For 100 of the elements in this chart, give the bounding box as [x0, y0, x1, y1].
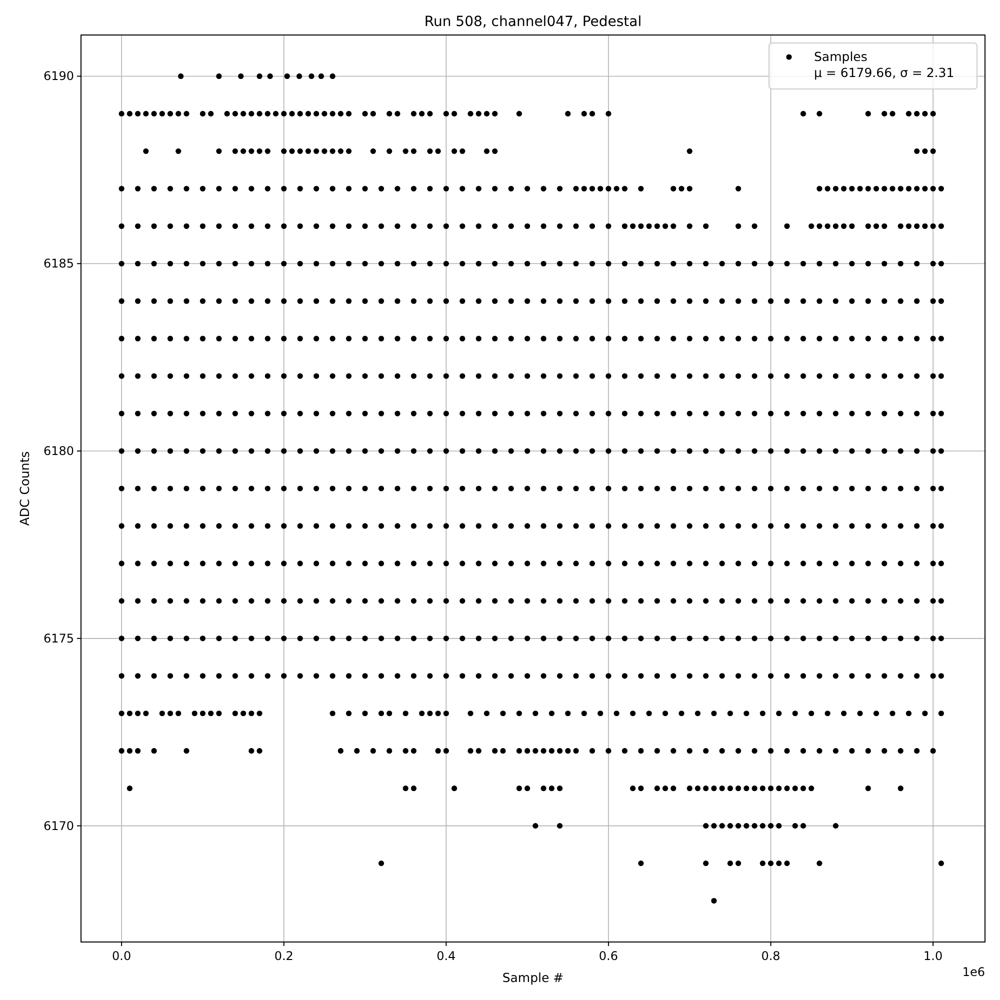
point	[167, 486, 174, 492]
point	[824, 186, 830, 192]
point	[492, 673, 498, 679]
point	[178, 73, 184, 80]
point	[930, 598, 936, 604]
point	[460, 598, 466, 604]
point	[508, 186, 514, 192]
point	[606, 373, 612, 379]
point	[654, 260, 660, 266]
point	[216, 448, 222, 454]
point	[135, 486, 141, 492]
point	[516, 786, 522, 792]
point	[508, 598, 514, 604]
point	[662, 223, 668, 229]
point	[930, 260, 936, 266]
point	[589, 373, 596, 379]
point	[832, 598, 838, 604]
point	[330, 73, 336, 80]
point	[443, 336, 449, 342]
point	[492, 486, 498, 492]
point	[890, 710, 896, 716]
point	[670, 260, 676, 266]
point	[882, 673, 888, 679]
point	[118, 223, 124, 229]
point	[200, 598, 206, 604]
point	[711, 823, 717, 829]
point	[832, 223, 838, 229]
point	[427, 148, 433, 154]
point	[898, 410, 904, 416]
point	[370, 748, 376, 754]
point	[224, 110, 230, 117]
y-axis-title: ADC Counts	[17, 451, 32, 526]
point	[135, 373, 141, 379]
point	[346, 223, 352, 229]
point	[297, 598, 303, 604]
point	[711, 710, 717, 716]
point	[556, 748, 563, 754]
point	[460, 260, 466, 266]
point	[638, 410, 644, 416]
point	[768, 786, 774, 792]
point	[686, 598, 692, 604]
point	[135, 448, 141, 454]
point	[410, 373, 417, 379]
point	[362, 186, 368, 192]
point	[703, 223, 709, 229]
point	[338, 748, 344, 754]
point	[216, 73, 222, 80]
point	[314, 560, 320, 566]
point	[849, 336, 855, 342]
point	[622, 410, 628, 416]
point	[151, 673, 157, 679]
point	[314, 673, 320, 679]
point	[378, 336, 384, 342]
point	[460, 448, 466, 454]
point	[427, 110, 433, 117]
point	[135, 523, 141, 529]
point	[524, 186, 530, 192]
point	[662, 710, 668, 716]
point	[873, 223, 880, 229]
point	[297, 148, 303, 154]
point	[330, 223, 336, 229]
point	[914, 373, 920, 379]
point	[232, 523, 238, 529]
point	[638, 860, 644, 866]
point	[938, 598, 944, 604]
point	[135, 298, 141, 304]
point	[573, 636, 579, 642]
point	[184, 636, 190, 642]
point	[394, 448, 400, 454]
point	[703, 598, 709, 604]
point	[882, 410, 888, 416]
point	[460, 298, 466, 304]
point	[200, 560, 206, 566]
point	[410, 410, 417, 416]
point	[378, 448, 384, 454]
point	[784, 860, 790, 866]
point	[264, 260, 270, 266]
point	[816, 298, 822, 304]
point	[427, 410, 433, 416]
point	[938, 336, 944, 342]
point	[736, 223, 742, 229]
point	[556, 823, 563, 829]
point	[736, 336, 742, 342]
point	[118, 260, 124, 266]
point	[768, 748, 774, 754]
point	[922, 710, 928, 716]
point	[200, 336, 206, 342]
point	[314, 336, 320, 342]
point	[330, 336, 336, 342]
point	[330, 710, 336, 716]
point	[606, 486, 612, 492]
point	[703, 336, 709, 342]
point	[126, 710, 132, 716]
point	[686, 373, 692, 379]
point	[346, 410, 352, 416]
point	[703, 410, 709, 416]
point	[322, 148, 328, 154]
point	[865, 448, 871, 454]
point	[468, 748, 474, 754]
point	[768, 860, 774, 866]
